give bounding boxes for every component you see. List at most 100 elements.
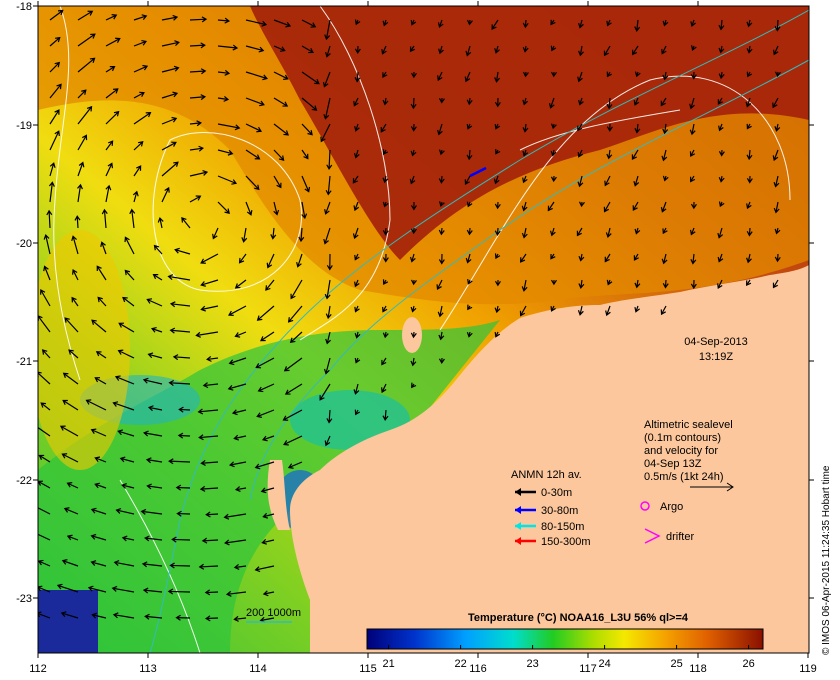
velocity-arrow <box>105 184 112 203</box>
velocity-arrow <box>177 432 191 439</box>
velocity-arrow <box>690 253 697 265</box>
velocity-arrow <box>40 402 51 411</box>
velocity-arrow <box>690 175 696 183</box>
velocity-arrow <box>284 383 303 395</box>
velocity-arrow <box>606 149 613 160</box>
velocity-arrow <box>90 507 107 515</box>
velocity-arrow <box>124 236 135 255</box>
velocity-arrow <box>175 484 191 491</box>
map-time: 13:19Z <box>699 351 734 363</box>
velocity-arrow <box>94 482 107 489</box>
velocity-arrow <box>161 161 179 177</box>
velocity-arrow <box>606 19 612 27</box>
velocity-arrow <box>273 123 290 136</box>
velocity-arrow <box>217 44 239 51</box>
velocity-arrow <box>717 97 723 105</box>
velocity-arrow <box>161 186 170 203</box>
velocity-arrow <box>320 123 331 143</box>
altimetry-line: (0.1m contours) <box>644 432 721 444</box>
velocity-arrow <box>550 175 557 183</box>
velocity-arrow <box>772 97 779 109</box>
velocity-arrow <box>634 279 641 289</box>
velocity-arrow <box>223 513 247 520</box>
velocity-arrow <box>66 534 79 541</box>
velocity-arrow <box>746 19 753 28</box>
velocity-arrow <box>604 175 611 187</box>
velocity-arrow <box>632 201 639 211</box>
velocity-arrow <box>494 97 501 108</box>
argo-icon <box>640 501 650 511</box>
velocity-arrow <box>189 94 207 101</box>
velocity-arrow <box>114 375 135 385</box>
lon-tick-label: 117 <box>579 663 597 675</box>
velocity-arrow <box>172 354 191 361</box>
velocity-arrow <box>169 562 191 569</box>
colorbar-tick-label: 25 <box>670 658 682 670</box>
velocity-arrow <box>273 149 285 161</box>
altimetry-line: 04-Sep 13Z <box>644 458 702 470</box>
velocity-arrow <box>147 352 163 359</box>
velocity-arrow <box>522 19 529 29</box>
velocity-arrow <box>117 429 135 437</box>
velocity-arrow <box>354 279 360 288</box>
lat-tick-label: -19 <box>16 120 32 132</box>
velocity-arrow <box>266 253 275 269</box>
colorbar-ticks: 21 22 23 24 25 26 <box>382 645 755 670</box>
velocity-arrow <box>494 123 501 130</box>
velocity-arrow <box>354 409 361 416</box>
velocity-arrow <box>718 149 725 157</box>
velocity-arrow <box>409 45 416 53</box>
velocity-arrow <box>77 89 87 99</box>
velocity-arrow <box>494 331 501 338</box>
velocity-arrow <box>605 305 611 317</box>
velocity-arrow <box>745 279 752 287</box>
velocity-arrow <box>133 165 142 177</box>
warm-patch-west <box>38 230 130 470</box>
velocity-arrow <box>46 209 53 229</box>
velocity-arrow <box>205 615 219 622</box>
lon-axis: 112 113 114 115 116 117 118 119 <box>29 663 817 675</box>
velocity-arrow <box>157 216 164 229</box>
lon-tick-label: 112 <box>29 663 47 675</box>
altimetry-note: Altimetric sealevel (0.1m contours) and … <box>644 419 734 492</box>
velocity-arrow <box>466 201 473 208</box>
velocity-arrow <box>494 279 501 287</box>
velocity-arrow <box>121 535 135 542</box>
velocity-arrow <box>354 71 361 83</box>
velocity-arrow <box>494 71 501 83</box>
velocity-arrow <box>326 409 333 424</box>
velocity-arrow <box>245 201 253 216</box>
velocity-arrow <box>72 269 79 281</box>
velocity-arrow <box>233 434 247 441</box>
velocity-arrow <box>202 382 219 389</box>
velocity-arrow <box>40 289 51 307</box>
velocity-arrow <box>410 71 417 79</box>
velocity-arrow <box>465 45 472 57</box>
velocity-arrow <box>323 97 331 120</box>
velocity-arrow <box>38 424 51 437</box>
velocity-arrow <box>548 97 555 109</box>
velocity-arrow <box>661 45 667 55</box>
velocity-arrow <box>438 97 445 104</box>
velocity-arrow <box>195 331 219 338</box>
velocity-arrow <box>522 123 529 133</box>
axis-ticks <box>33 1 814 658</box>
velocity-arrow <box>353 97 359 107</box>
velocity-arrow <box>689 123 696 136</box>
velocity-arrow <box>97 296 107 307</box>
velocity-arrow <box>111 585 135 593</box>
velocity-arrow <box>606 123 613 132</box>
velocity-arrow <box>256 409 275 418</box>
velocity-arrow <box>59 425 79 437</box>
velocity-arrow <box>133 91 145 99</box>
velocity-arrow <box>146 483 163 490</box>
velocity-arrow <box>101 208 108 229</box>
velocity-arrow <box>352 227 359 240</box>
colorbar-tick-label: 21 <box>382 658 394 670</box>
velocity-arrow <box>77 183 83 203</box>
velocity-arrow <box>87 585 107 593</box>
velocity-arrow <box>228 357 247 366</box>
velocity-arrow <box>325 331 331 345</box>
velocity-arrow <box>206 355 219 362</box>
velocity-arrow <box>662 19 669 27</box>
